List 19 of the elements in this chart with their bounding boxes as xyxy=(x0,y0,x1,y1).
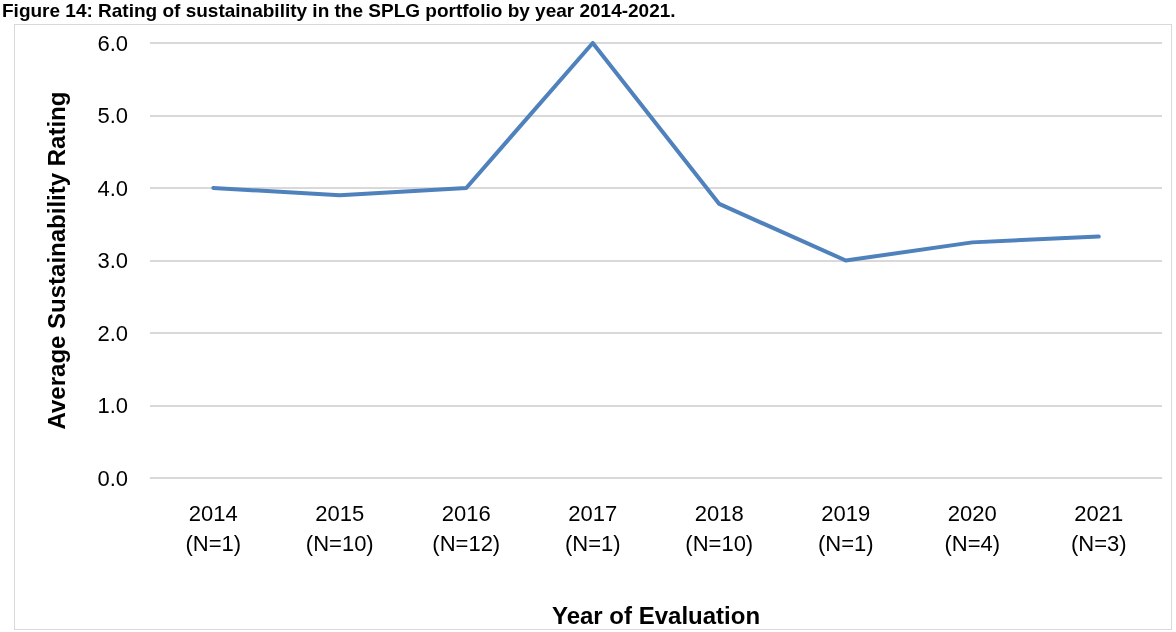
x-tick-label: 2021 (N=3) xyxy=(1070,500,1127,556)
x-tick-label: 2018 (N=10) xyxy=(685,500,754,556)
line-series xyxy=(211,41,1101,263)
x-tick-label: 2020 (N=4) xyxy=(944,500,1001,556)
x-axis-title: Year of Evaluation xyxy=(551,601,761,629)
y-tick-label: 6.0 xyxy=(97,30,128,56)
x-tick-label: 2019 (N=1) xyxy=(817,500,874,556)
y-tick-label: 1.0 xyxy=(97,393,128,418)
x-tick-label: 2016 (N=12) xyxy=(432,500,501,556)
y-tick-label: 2.0 xyxy=(97,320,128,346)
y-tick-label: 3.0 xyxy=(97,248,128,273)
chart-title: Figure 14: Rating of sustainability in the SPLG portfolio by year 2014-2021. xyxy=(2,0,676,22)
y-tick-label: 0.0 xyxy=(97,465,128,491)
x-tick-label: 2014 (N=1) xyxy=(185,500,242,556)
x-tick-label: 2017 (N=1) xyxy=(564,500,621,556)
y-tick-label: 5.0 xyxy=(97,103,128,128)
y-tick-label: 4.0 xyxy=(97,175,128,201)
y-axis-title: Average Sustainability Rating xyxy=(42,91,70,430)
x-tick-label: 2015 (N=10) xyxy=(305,500,374,556)
